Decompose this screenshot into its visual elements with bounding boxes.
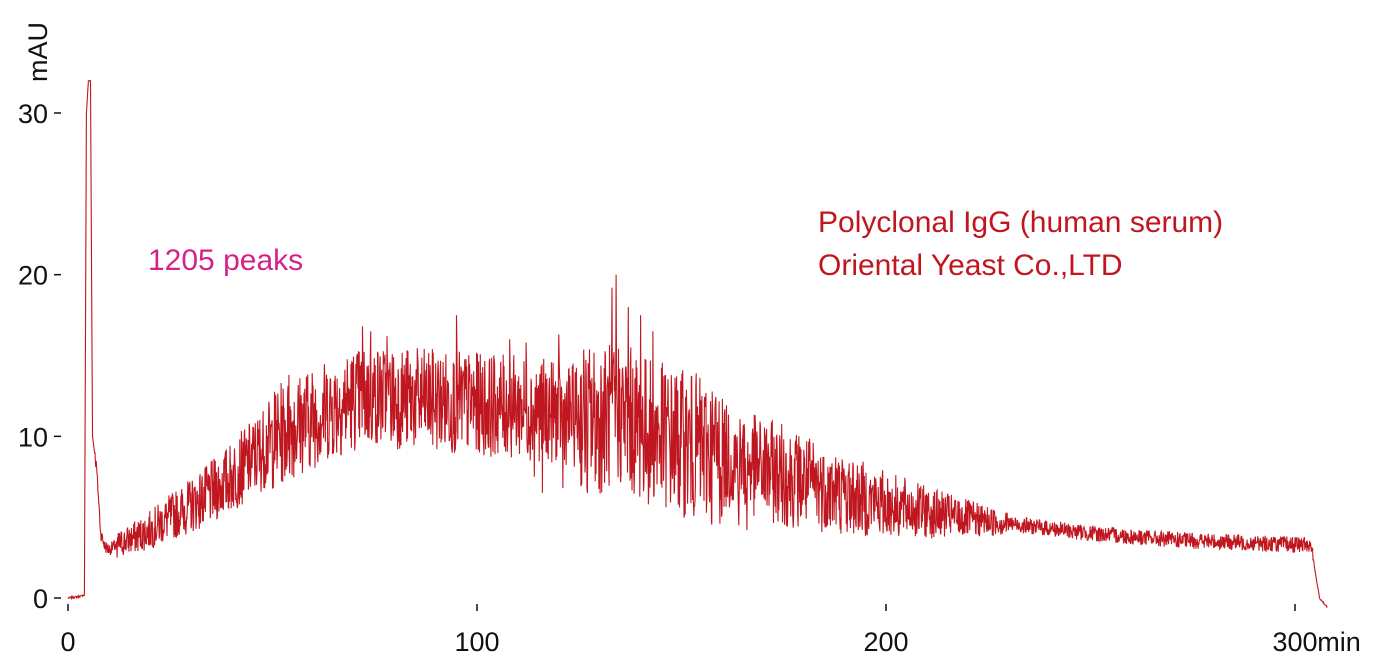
x-tick-label: 200	[863, 627, 908, 657]
sample-vendor-annotation: Oriental Yeast Co.,LTD	[818, 249, 1123, 282]
x-ticks: 0 100 200 300	[60, 604, 1318, 657]
y-tick-label: 0	[33, 584, 48, 614]
x-tick-label: 0	[60, 627, 75, 657]
y-tick-label: 10	[18, 422, 48, 452]
x-tick-label: 100	[454, 627, 499, 657]
y-tick-label: 30	[18, 99, 48, 129]
y-axis-label: mAU	[23, 22, 53, 82]
sample-name-annotation: Polyclonal IgG (human serum)	[818, 206, 1223, 239]
x-tick-label: 300	[1272, 627, 1317, 657]
y-tick-label: 20	[18, 261, 48, 291]
peak-count-annotation: 1205 peaks	[148, 244, 303, 277]
y-ticks: 0 10 20 30	[18, 99, 61, 614]
axes: 0 100 200 300 0 10 20 30	[18, 99, 1318, 657]
x-axis-label: min	[1317, 627, 1361, 657]
chromatogram-trace	[67, 80, 1328, 609]
